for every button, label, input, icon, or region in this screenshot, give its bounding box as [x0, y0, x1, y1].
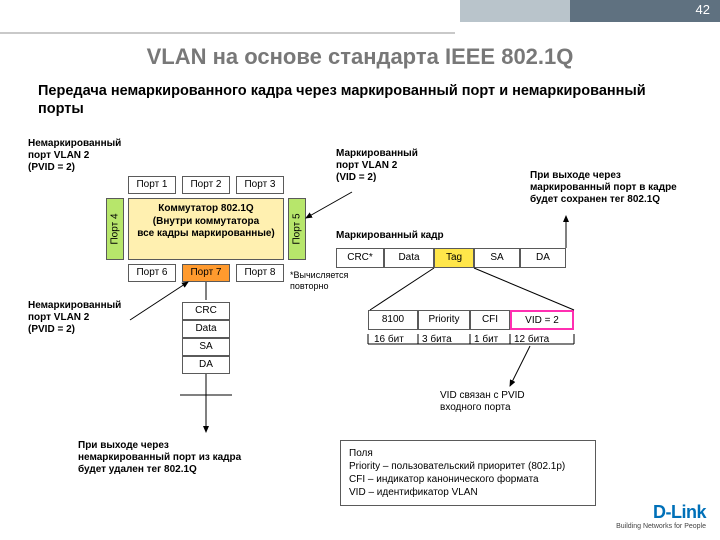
- connector-lines: [0, 0, 720, 540]
